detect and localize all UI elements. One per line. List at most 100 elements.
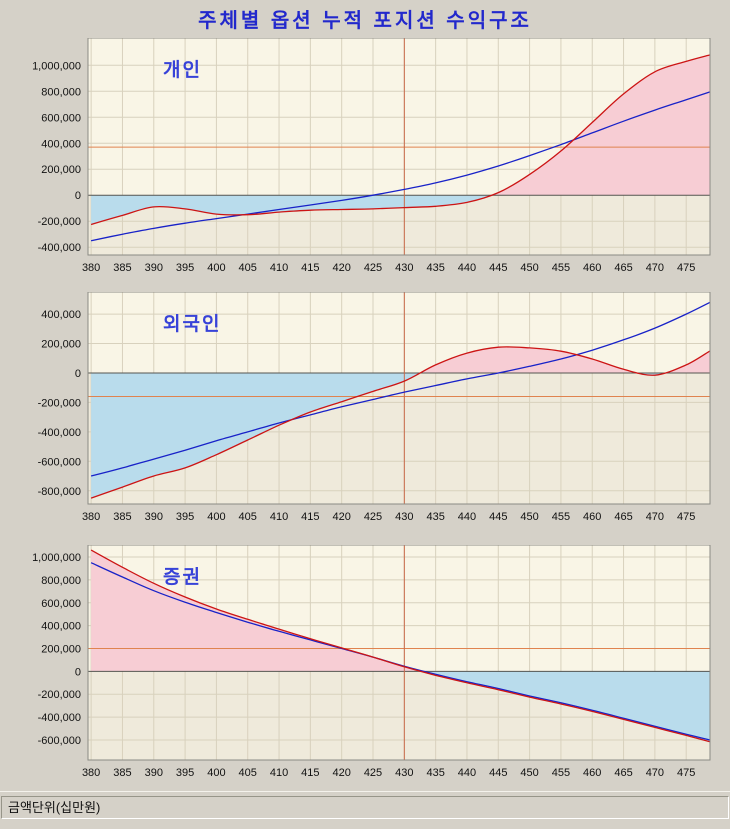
red-area-negative: [91, 195, 492, 225]
plot-border: [87, 545, 711, 761]
chart-panel-securities: -600,000 -400,000 -200,000 0 200,000 400,000 6…: [0, 545, 730, 788]
y-tick-label: 400,000: [41, 309, 81, 321]
x-tick-label: 455: [552, 262, 570, 274]
plot-border: [87, 38, 711, 256]
x-tick-label: 425: [364, 767, 382, 779]
y-tick-label: 800,000: [41, 575, 81, 587]
red-area-negative: [91, 372, 710, 499]
securities-chart-svg: -600,000 -400,000 -200,000 0 200,000 400,000 6…: [32, 545, 711, 779]
y-tick-label: -200,000: [38, 216, 81, 228]
red-area-positive: [420, 346, 710, 373]
x-tick-label: 470: [646, 767, 664, 779]
x-tick-label: 385: [113, 511, 131, 523]
blue-series-line: [90, 301, 711, 477]
y-tick-label: 400,000: [41, 621, 81, 633]
foreigner-chart-svg: -800,000 -600,000 -400,000 -200,000 0 200,000…: [38, 292, 711, 523]
x-tick-label: 395: [176, 511, 194, 523]
x-tick-label: 410: [270, 262, 288, 274]
y-tick-label: -600,000: [38, 735, 81, 747]
x-tick-label: 455: [552, 767, 570, 779]
x-tick-label: 440: [458, 767, 476, 779]
x-tick-label: 445: [489, 262, 507, 274]
x-tick-label: 470: [646, 511, 664, 523]
x-tick-label: 415: [301, 767, 319, 779]
x-tick-label: 475: [677, 767, 695, 779]
x-tick-label: 390: [145, 511, 163, 523]
x-tick-label: 460: [583, 262, 601, 274]
y-tick-label: -200,000: [38, 689, 81, 701]
x-tick-label: 400: [207, 511, 225, 523]
red-area-positive: [91, 550, 421, 672]
x-tick-label: 385: [113, 767, 131, 779]
panel-label: 개인: [163, 59, 202, 81]
y-tick-label: 0: [75, 666, 81, 678]
x-tick-label: 385: [113, 262, 131, 274]
x-tick-label: 420: [333, 511, 351, 523]
y-tick-label: -800,000: [38, 486, 81, 498]
blue-series-line: [90, 91, 711, 242]
x-tick-label: 430: [395, 767, 413, 779]
x-tick-label: 430: [395, 511, 413, 523]
x-tick-label: 450: [520, 767, 538, 779]
chart-panel-individual: -400,000 -200,000 0 200,000 400,000 600,000 80…: [0, 38, 730, 283]
x-tick-label: 470: [646, 262, 664, 274]
plot-border: [87, 292, 711, 505]
x-tick-label: 390: [145, 262, 163, 274]
x-tick-label: 420: [333, 767, 351, 779]
x-tick-label: 395: [176, 262, 194, 274]
y-tick-label: 200,000: [41, 339, 81, 351]
red-area-negative: [91, 671, 710, 742]
y-tick-label: -600,000: [38, 456, 81, 468]
y-tick-label: 0: [75, 368, 81, 380]
x-tick-label: 395: [176, 767, 194, 779]
x-tick-label: 440: [458, 262, 476, 274]
panel-label: 증권: [163, 566, 202, 588]
x-tick-label: 435: [426, 262, 444, 274]
x-tick-label: 435: [426, 511, 444, 523]
x-tick-label: 405: [239, 262, 257, 274]
x-tick-label: 405: [239, 767, 257, 779]
x-tick-label: 425: [364, 511, 382, 523]
unit-note: 금액단위(십만원): [1, 796, 729, 819]
y-tick-label: 1,000,000: [32, 60, 81, 72]
x-tick-label: 465: [614, 262, 632, 274]
y-tick-label: 1,000,000: [32, 552, 81, 564]
x-tick-label: 425: [364, 262, 382, 274]
red-series-line: [90, 54, 711, 226]
x-tick-label: 460: [583, 511, 601, 523]
x-tick-label: 430: [395, 262, 413, 274]
y-tick-label: 600,000: [41, 112, 81, 124]
x-tick-label: 410: [270, 511, 288, 523]
y-tick-label: 400,000: [41, 138, 81, 150]
x-tick-label: 400: [207, 767, 225, 779]
y-tick-label: -200,000: [38, 397, 81, 409]
x-tick-label: 440: [458, 511, 476, 523]
y-tick-label: -400,000: [38, 427, 81, 439]
x-tick-label: 450: [520, 511, 538, 523]
x-tick-label: 380: [82, 511, 100, 523]
x-tick-label: 465: [614, 767, 632, 779]
x-tick-label: 410: [270, 767, 288, 779]
x-tick-label: 415: [301, 511, 319, 523]
y-tick-label: 600,000: [41, 598, 81, 610]
individual-chart-svg: -400,000 -200,000 0 200,000 400,000 600,000 80…: [32, 38, 711, 274]
y-tick-label: 0: [75, 190, 81, 202]
x-tick-label: 400: [207, 262, 225, 274]
page-title: 주체별 옵션 누적 포지션 수익구조: [198, 10, 532, 32]
x-tick-label: 450: [520, 262, 538, 274]
x-tick-label: 415: [301, 262, 319, 274]
x-tick-label: 380: [82, 767, 100, 779]
x-tick-label: 380: [82, 262, 100, 274]
y-tick-label: 200,000: [41, 643, 81, 655]
x-tick-label: 435: [426, 767, 444, 779]
x-tick-label: 390: [145, 767, 163, 779]
red-area-positive: [91, 54, 710, 196]
y-tick-label: 800,000: [41, 86, 81, 98]
x-tick-label: 445: [489, 767, 507, 779]
status-bar: 금액단위(십만원): [0, 791, 730, 829]
x-tick-label: 445: [489, 511, 507, 523]
red-series-line: [90, 346, 711, 499]
x-tick-label: 420: [333, 262, 351, 274]
panel-label: 외국인: [163, 313, 221, 335]
x-tick-label: 475: [677, 262, 695, 274]
